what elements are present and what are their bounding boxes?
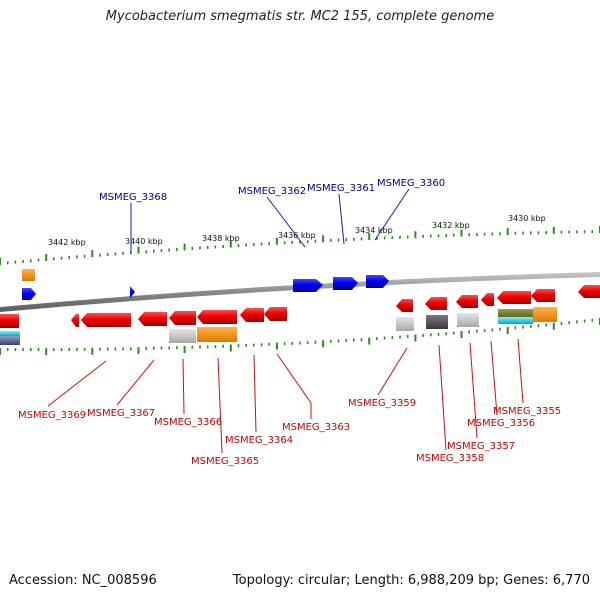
- gene-feature-reverse[interactable]: [578, 285, 600, 298]
- forward-genes: [22, 269, 389, 300]
- gene-feature-slate[interactable]: [0, 336, 20, 345]
- gene-feature-orange[interactable]: [197, 327, 237, 342]
- leader-msmeg-3358: [438, 344, 447, 451]
- gene-label-msmeg-3359[interactable]: MSMEG_3359: [348, 398, 416, 409]
- gene-feature-msmeg-3363[interactable]: [240, 308, 264, 322]
- scale-ticks-inner: [0, 318, 600, 356]
- gene-feature-grey[interactable]: [169, 329, 196, 343]
- leader-msmeg-3359: [377, 347, 408, 396]
- gene-label-msmeg-3366[interactable]: MSMEG_3366: [154, 417, 222, 428]
- gene-feature-dark-grey[interactable]: [426, 315, 448, 329]
- scale-label-3442: 3442 kbp: [48, 238, 86, 247]
- scale-label-3432: 3432 kbp: [432, 221, 470, 230]
- gene-feature-reverse[interactable]: [531, 289, 555, 302]
- forward-label-leaders: [130, 188, 410, 253]
- gene-label-msmeg-3368[interactable]: MSMEG_3368: [99, 192, 167, 203]
- gene-label-msmeg-3365[interactable]: MSMEG_3365: [191, 456, 259, 467]
- leader-msmeg-3361: [338, 193, 345, 245]
- gene-label-msmeg-3357[interactable]: MSMEG_3357: [447, 441, 515, 452]
- gene-label-msmeg-3358[interactable]: MSMEG_3358: [416, 453, 484, 464]
- gene-feature-msmeg-3360[interactable]: [366, 275, 389, 288]
- gene-feature-msmeg-3355[interactable]: [497, 291, 531, 304]
- gene-feature-msmeg-3369[interactable]: [71, 314, 79, 327]
- gene-feature-reverse[interactable]: [0, 314, 19, 328]
- gene-label-msmeg-3361[interactable]: MSMEG_3361: [307, 183, 375, 194]
- reverse-genes: [0, 285, 600, 345]
- leader-msmeg-3365: [217, 357, 223, 454]
- gene-feature-orange[interactable]: [533, 307, 557, 322]
- gene-label-msmeg-3364[interactable]: MSMEG_3364: [225, 435, 293, 446]
- leader-msmeg-3364: [253, 354, 257, 433]
- genome-summary-text: Topology: circular; Length: 6,988,209 bp…: [232, 573, 590, 588]
- gene-feature-grey[interactable]: [457, 313, 479, 327]
- gene-feature-msmeg-3366[interactable]: [138, 312, 167, 326]
- gene-feature-msmeg-3365[interactable]: [169, 311, 196, 325]
- gene-feature-msmeg-3361[interactable]: [333, 277, 358, 290]
- leader-msmeg-3360: [374, 188, 410, 241]
- gene-feature-reverse[interactable]: [264, 307, 287, 321]
- gene-feature-cyan[interactable]: [0, 331, 20, 336]
- gene-feature-grey[interactable]: [396, 317, 414, 331]
- scale-label-3440: 3440 kbp: [125, 237, 163, 246]
- gene-feature-cyan[interactable]: [498, 317, 533, 324]
- gene-feature-msmeg-3359[interactable]: [396, 299, 413, 312]
- leader-msmeg-3363: [276, 353, 312, 404]
- gene-label-msmeg-3367[interactable]: MSMEG_3367: [87, 408, 155, 419]
- leader-msmeg-3357: [469, 342, 478, 439]
- accession-text: Accession: NC_008596: [9, 573, 157, 588]
- gene-feature-forward[interactable]: [22, 288, 36, 300]
- scale-ticks-outer: [0, 226, 600, 265]
- gene-feature-msmeg-3362[interactable]: [293, 279, 323, 292]
- leader-msmeg-3366: [182, 358, 185, 415]
- gene-feature-msmeg-3357[interactable]: [456, 295, 478, 308]
- gene-feature-msmeg-3356[interactable]: [481, 293, 494, 306]
- gene-feature-olive[interactable]: [498, 309, 533, 317]
- gene-label-msmeg-3360[interactable]: MSMEG_3360: [377, 178, 445, 189]
- leader-msmeg-3362: [266, 196, 306, 248]
- gene-feature-msmeg-3367[interactable]: [81, 313, 131, 327]
- gene-feature-msmeg-3358[interactable]: [425, 297, 447, 310]
- genome-backbone: [0, 272, 600, 312]
- gene-feature-orange[interactable]: [22, 269, 35, 281]
- gene-label-msmeg-3369[interactable]: MSMEG_3369: [18, 410, 86, 421]
- leader-msmeg-3367: [116, 359, 155, 406]
- scale-label-3438: 3438 kbp: [202, 234, 240, 243]
- leader-msmeg-3355: [517, 338, 524, 404]
- scale-label-3430: 3430 kbp: [508, 214, 546, 223]
- gene-label-msmeg-3356[interactable]: MSMEG_3356: [467, 418, 535, 429]
- leader-msmeg-3369: [47, 360, 107, 407]
- reverse-label-leaders: [47, 338, 524, 454]
- leader-msmeg-3356: [490, 340, 498, 416]
- gene-label-msmeg-3355[interactable]: MSMEG_3355: [493, 406, 561, 417]
- gene-feature-msmeg-3364[interactable]: [197, 310, 237, 324]
- gene-label-msmeg-3363[interactable]: MSMEG_3363: [282, 422, 350, 433]
- gene-label-msmeg-3362[interactable]: MSMEG_3362: [238, 186, 306, 197]
- gene-feature-forward[interactable]: [130, 286, 135, 298]
- map-title: Mycobacterium smegmatis str. MC2 155, co…: [105, 9, 495, 24]
- scale-label-3434: 3434 kbp: [355, 226, 393, 235]
